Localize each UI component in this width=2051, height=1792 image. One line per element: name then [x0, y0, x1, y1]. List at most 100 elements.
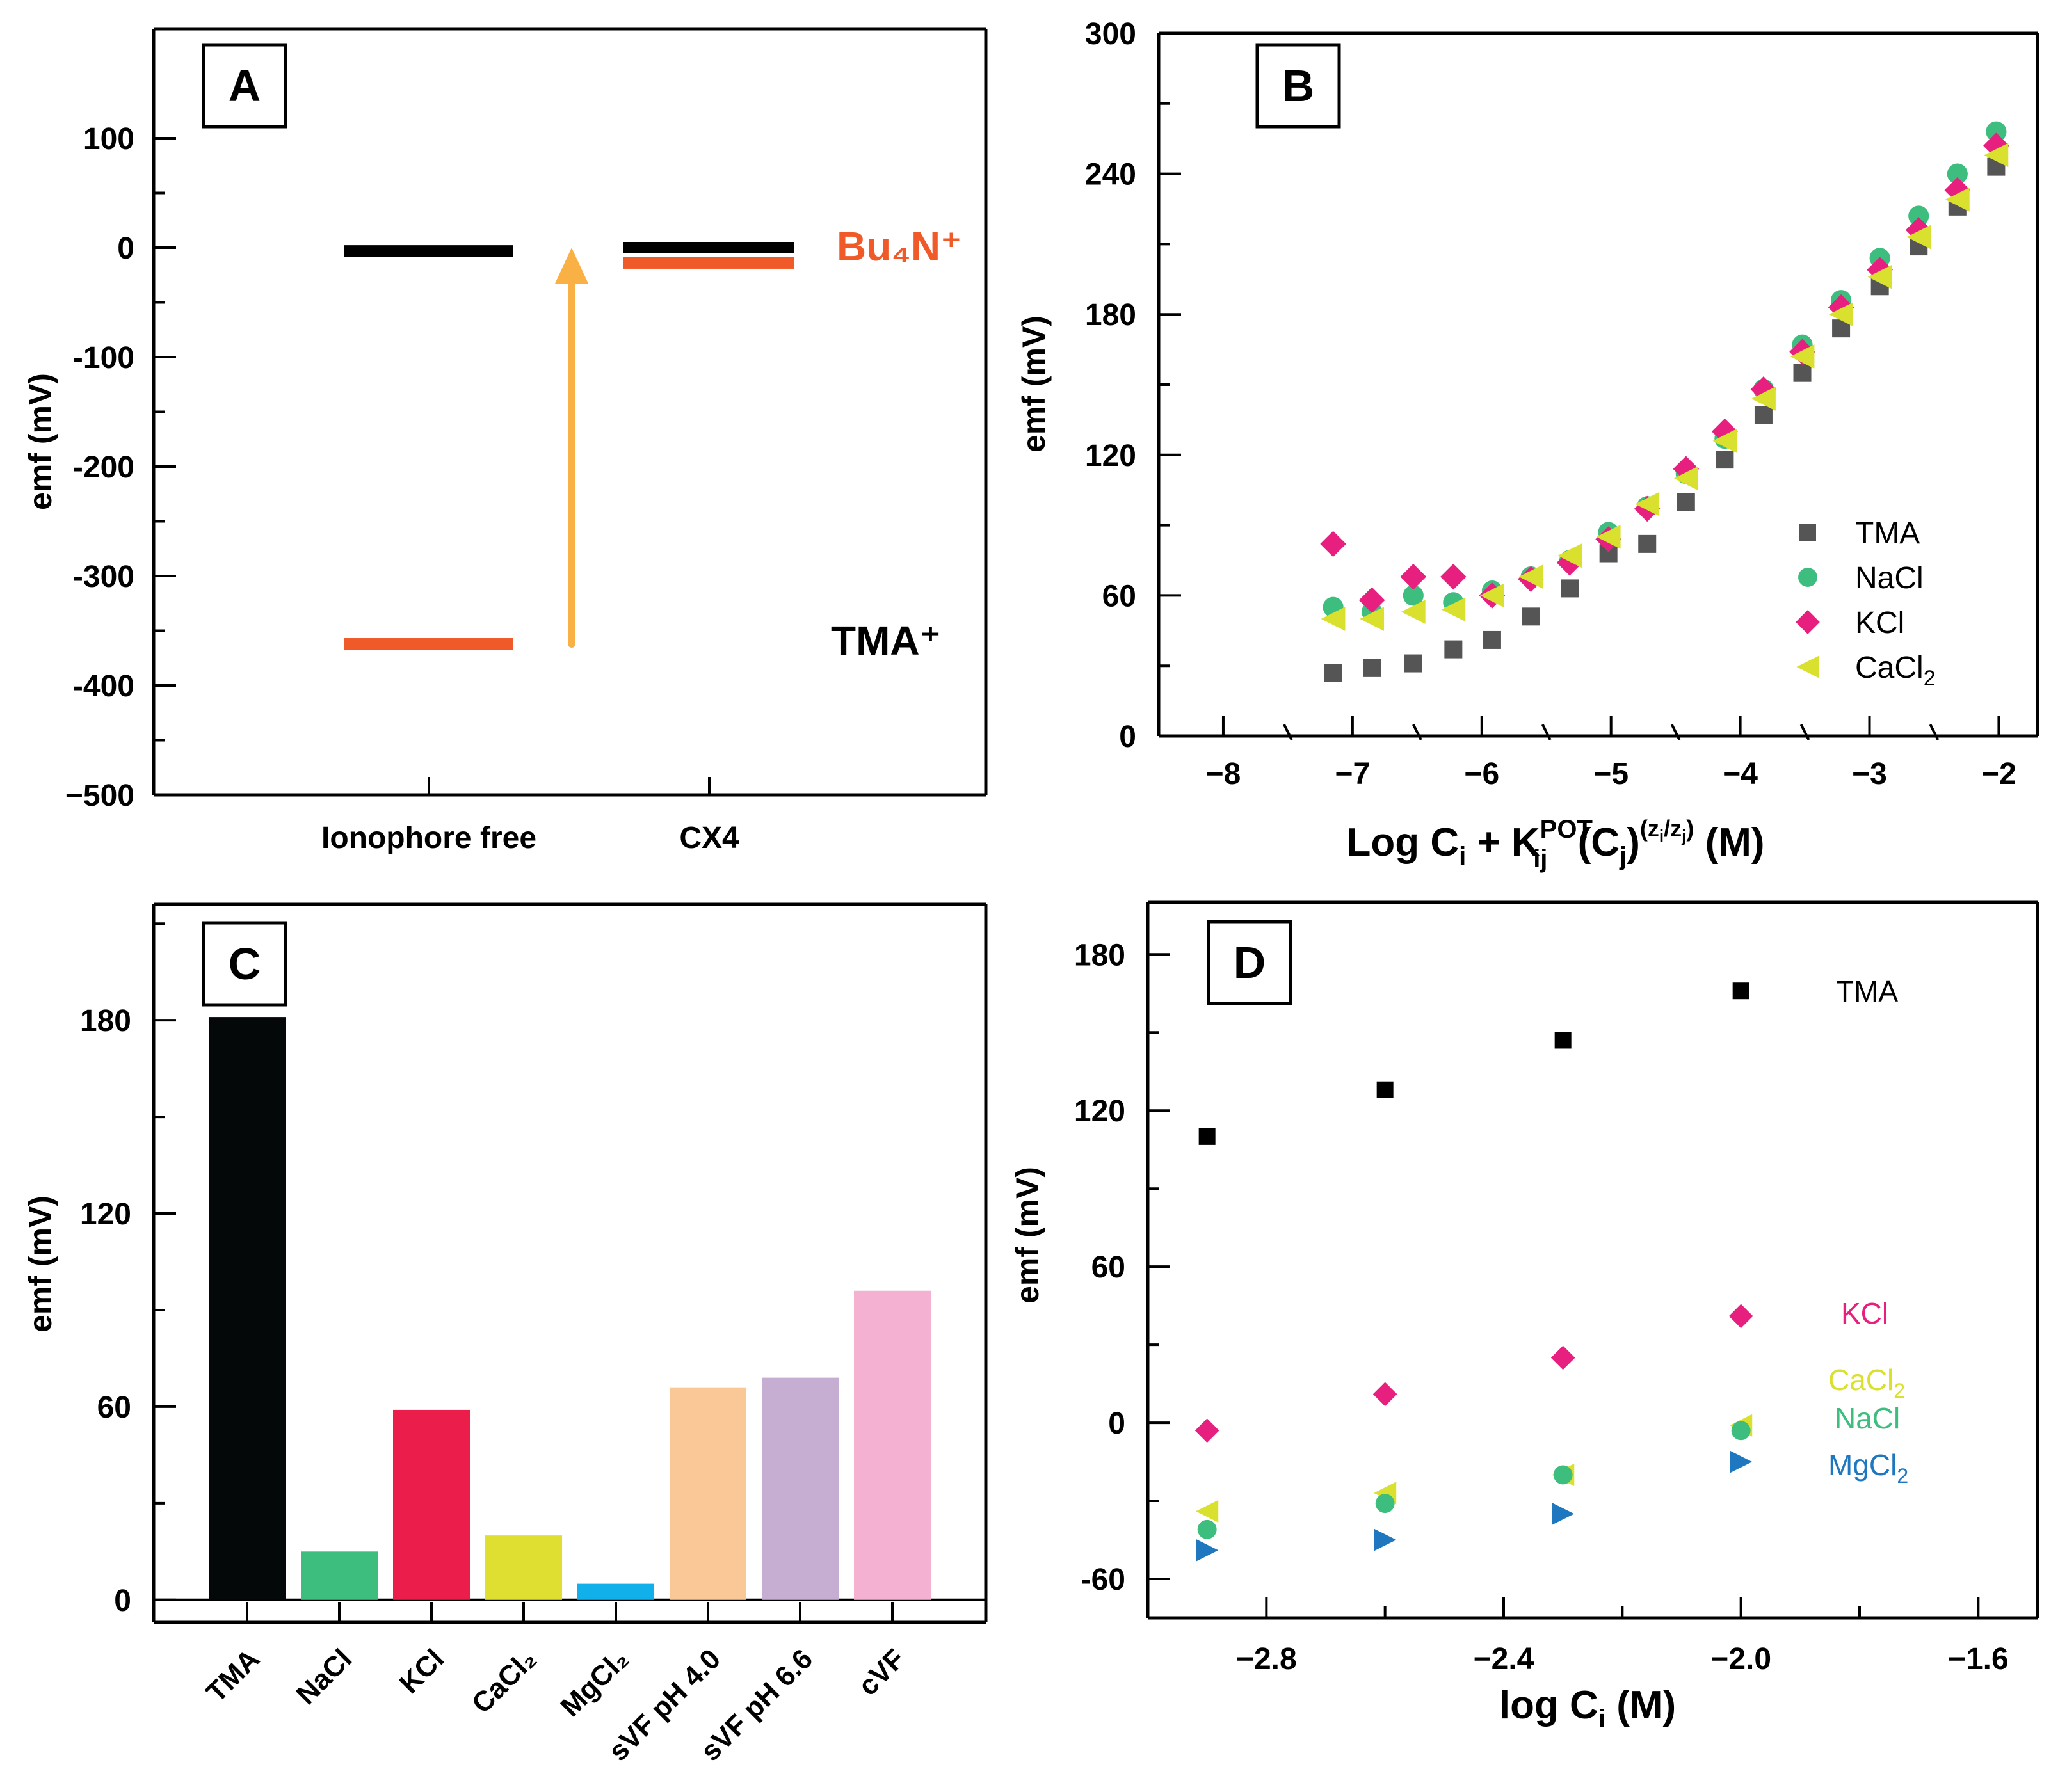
- data-point-mgcl2: [1196, 1539, 1219, 1562]
- text-part: 2: [1894, 1379, 1905, 1402]
- text-part: CaCl: [1855, 651, 1924, 685]
- text-part: ): [1627, 820, 1640, 865]
- data-point-tma: [1404, 654, 1422, 673]
- y-tick-label: 0: [1119, 720, 1136, 754]
- y-tick-label: 300: [1085, 17, 1136, 51]
- bar: [209, 1017, 286, 1600]
- panel-letter-d-box: [1207, 920, 1292, 1005]
- x-minor-tick: [1929, 724, 1940, 740]
- x-category-label: NaCl: [291, 1643, 358, 1711]
- shift-arrow-head: [555, 248, 588, 284]
- x-axis-title: log Ci (M): [1499, 1683, 1676, 1733]
- data-point-kcl: [1750, 376, 1777, 403]
- y-tick-label: 0: [1108, 1407, 1125, 1441]
- data-point-kcl: [1550, 1345, 1575, 1370]
- data-point-kcl: [1320, 531, 1346, 557]
- y-tick-label: 60: [1102, 579, 1136, 613]
- y-axis-title: emf (mV): [1016, 316, 1052, 452]
- label-bu4n: Bu₄N⁺: [837, 223, 962, 269]
- text-part: POT: [1540, 815, 1593, 844]
- bar: [577, 1583, 654, 1600]
- data-point-kcl: [1358, 587, 1385, 614]
- x-tick-label: −2: [1981, 757, 2016, 791]
- energy-level-bar: [623, 257, 794, 269]
- y-tick-label: -200: [73, 451, 134, 484]
- y-axis-title: emf (mV): [22, 1196, 58, 1332]
- legend-marker-kcl: [1796, 610, 1820, 634]
- y-tick-label: 180: [1074, 938, 1125, 972]
- text-part: (M): [1605, 1683, 1676, 1727]
- data-point-kcl: [1556, 549, 1583, 576]
- legend-marker-nacl: [1798, 568, 1817, 587]
- y-tick-label: −500: [65, 779, 134, 813]
- y-tick-label: 0: [117, 232, 134, 266]
- text-part: NaCl: [1855, 561, 1924, 595]
- y-tick-label: 120: [80, 1197, 131, 1231]
- data-point-kcl: [1372, 1382, 1397, 1407]
- series-label-mgcl2: MgCl2: [1828, 1448, 1908, 1487]
- legend-marker-cacl2: [1796, 655, 1819, 678]
- x-tick-label: −3: [1852, 757, 1887, 791]
- x-tick-label: −2.8: [1236, 1642, 1297, 1676]
- data-point-cacl2: [1321, 607, 1346, 631]
- data-markers: [1194, 982, 1753, 1562]
- x-tick-label: −7: [1335, 757, 1371, 791]
- data-point-kcl: [1944, 177, 1971, 204]
- series-label-nacl: NaCl: [1835, 1402, 1900, 1435]
- data-point-nacl: [1553, 1465, 1573, 1485]
- x-category-label: CX4: [679, 821, 739, 855]
- text-part: NaCl: [1835, 1402, 1900, 1435]
- text-part: ij: [1533, 845, 1547, 873]
- data-point-tma: [1444, 640, 1463, 659]
- text-part: 2: [1924, 666, 1936, 691]
- text-part: TMA: [1836, 975, 1898, 1008]
- bar: [762, 1377, 839, 1600]
- legend-label-tma: TMA: [1855, 516, 1920, 550]
- legend-marker-tma: [1799, 524, 1816, 541]
- text-part: i: [1598, 1705, 1605, 1733]
- text-part: + K: [1466, 820, 1540, 865]
- panel-letter-c: C: [229, 939, 261, 989]
- data-point-tma: [1793, 364, 1812, 382]
- bars: [209, 1017, 931, 1600]
- data-point-cacl2: [1712, 428, 1737, 453]
- x-tick-label: −8: [1206, 757, 1241, 791]
- x-category-label: TMA: [200, 1643, 266, 1708]
- data-point-cacl2: [1906, 225, 1931, 250]
- data-point-tma: [1376, 1081, 1394, 1098]
- data-point-cacl2: [1635, 492, 1660, 516]
- x-minor-tick: [1541, 724, 1552, 740]
- y-axis-title: emf (mV): [1009, 1167, 1045, 1304]
- text-part: /z: [1664, 815, 1682, 842]
- data-point-cacl2: [1984, 143, 2009, 168]
- bar: [485, 1535, 562, 1600]
- text-part: (z: [1640, 815, 1659, 842]
- frame: [1157, 31, 2039, 738]
- data-point-cacl2: [1945, 187, 1970, 212]
- text-part: j: [1619, 842, 1627, 870]
- x-category-label: CaCl₂: [466, 1643, 542, 1719]
- data-point-tma: [1522, 607, 1540, 626]
- x-tick-label: −2.4: [1474, 1642, 1534, 1676]
- y-tick-label: 120: [1074, 1094, 1125, 1128]
- energy-level-bar: [344, 245, 513, 257]
- text-part: i: [1459, 842, 1466, 870]
- label-tma: TMA⁺: [831, 618, 941, 664]
- x-minor-tick: [1799, 724, 1810, 740]
- data-point-tma: [1554, 1032, 1572, 1049]
- text-part: (C: [1566, 820, 1620, 865]
- text-part: KCl: [1841, 1297, 1888, 1330]
- data-point-tma: [1754, 406, 1773, 424]
- y-tick-label: 60: [97, 1391, 131, 1425]
- data-point-cacl2: [1673, 466, 1698, 491]
- data-point-tma: [1677, 493, 1695, 511]
- panel-d: -60 0 60 120 180 −2.8 −2.4 −2.0 −1.6 emf (mV) log …: [1009, 900, 2039, 1733]
- text-part: ): [1686, 815, 1694, 842]
- data-point-tma: [1561, 579, 1579, 598]
- legend: TMA NaCl KCl CaCl2: [1796, 516, 1936, 691]
- y-tick-label: 180: [1085, 298, 1136, 332]
- data-point-tma: [1198, 1128, 1216, 1145]
- data-point-kcl: [1673, 456, 1700, 483]
- data-point-kcl: [1194, 1418, 1219, 1443]
